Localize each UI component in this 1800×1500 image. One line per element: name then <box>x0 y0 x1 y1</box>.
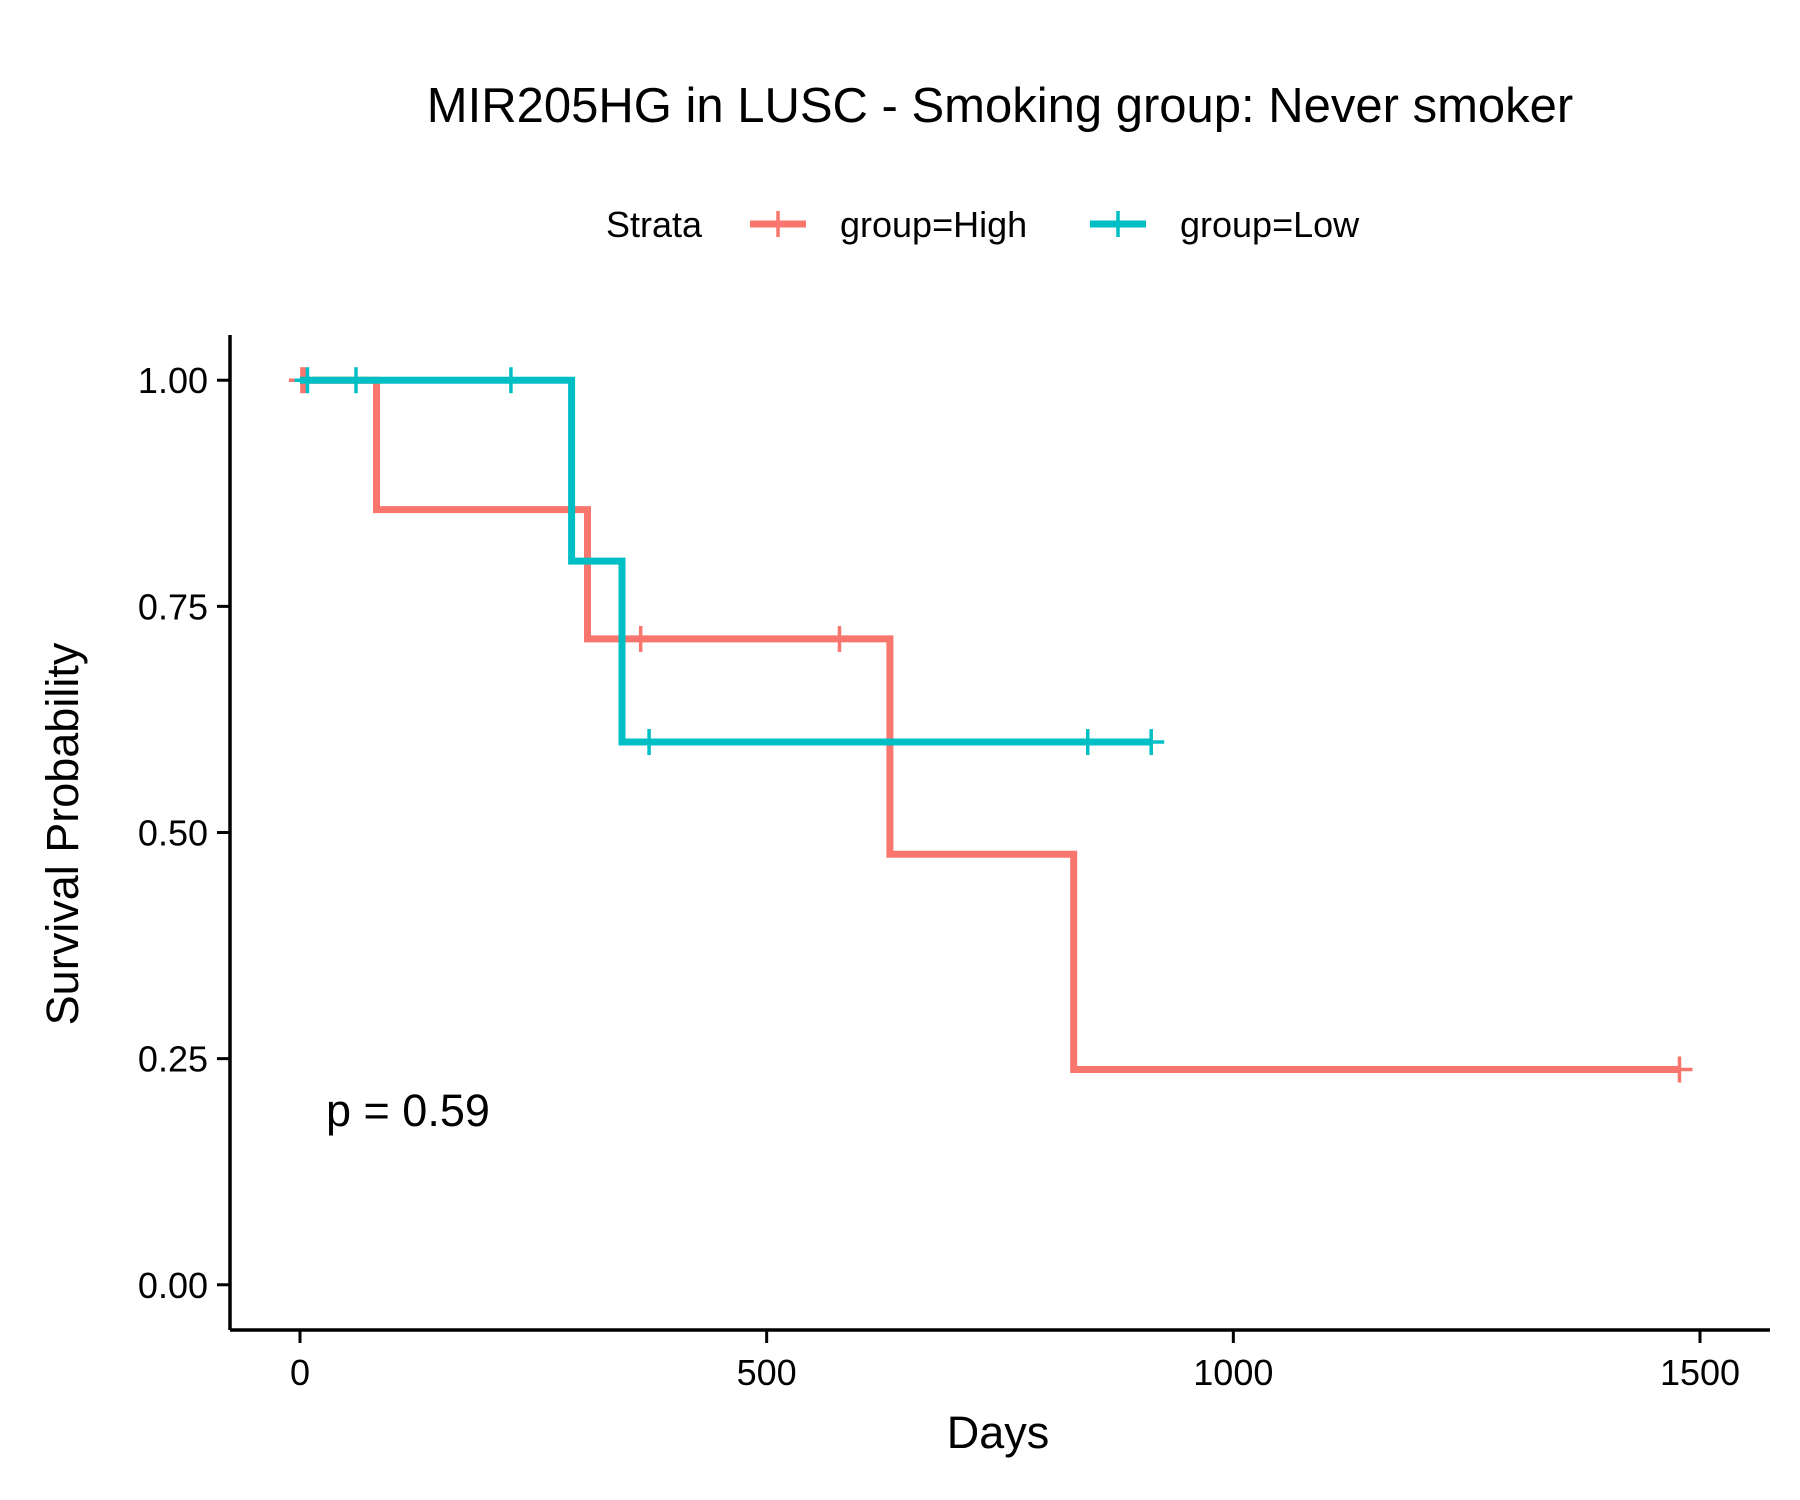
legend-label-high: group=High <box>840 204 1027 245</box>
legend-key-low <box>1090 211 1146 237</box>
censor-mark-low <box>636 729 663 756</box>
y-tick-label: 0.75 <box>138 586 208 627</box>
censor-mark-low <box>294 367 321 394</box>
censor-mark-low <box>1074 729 1101 756</box>
legend-key-high <box>750 211 806 237</box>
x-tick-label: 0 <box>290 1352 310 1393</box>
legend: Strata group=High group=Low <box>606 204 1360 245</box>
series-line-low <box>300 376 1152 746</box>
legend-label-low: group=Low <box>1180 204 1360 245</box>
y-axis-title: Survival Probability <box>37 642 88 1025</box>
x-tick-label: 1000 <box>1193 1352 1273 1393</box>
y-tick-label: 0.50 <box>138 813 208 854</box>
y-tick-label: 1.00 <box>138 360 208 401</box>
censor-mark-high <box>1666 1056 1693 1083</box>
y-tick-label: 0.25 <box>138 1039 208 1080</box>
censor-mark-high <box>826 625 853 652</box>
p-value-annotation: p = 0.59 <box>326 1085 490 1136</box>
y-tick-label: 0.00 <box>138 1265 208 1306</box>
x-tick-label: 1500 <box>1660 1352 1740 1393</box>
x-axis: 0 500 1000 1500 <box>230 1328 1770 1393</box>
plot-area <box>288 367 1693 1083</box>
censor-mark-high <box>627 625 654 652</box>
censor-mark-low <box>497 367 524 394</box>
legend-title: Strata <box>606 204 703 245</box>
censor-mark-low <box>1138 729 1165 756</box>
y-axis: 0.00 0.25 0.50 0.75 1.00 <box>138 335 232 1330</box>
x-axis-title: Days <box>947 1407 1050 1458</box>
censor-mark-low <box>343 367 369 394</box>
series-line-high <box>300 376 1680 1073</box>
chart-title: MIR205HG in LUSC - Smoking group: Never … <box>427 79 1573 133</box>
x-tick-label: 500 <box>737 1352 797 1393</box>
